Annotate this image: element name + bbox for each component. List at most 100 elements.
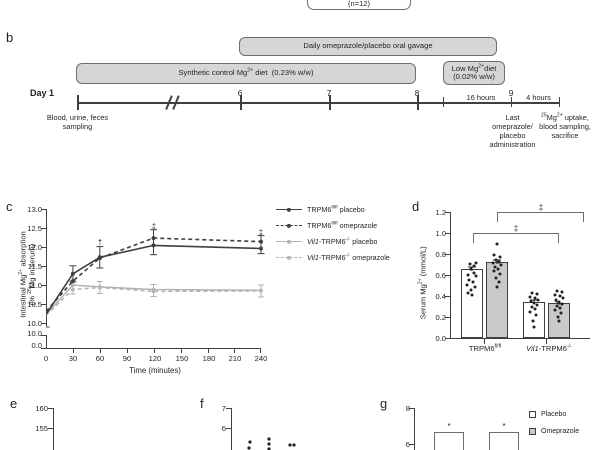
panel-d-xtick-label-0: TRPM6fl/fl xyxy=(468,343,502,353)
panel-c-markers xyxy=(70,236,263,294)
panel-c-ytick-11.0: 11.0 xyxy=(27,281,42,290)
panel-d-sig-symbol-1: ‡ xyxy=(513,224,519,233)
panel-a-remnant-box: (n=12) xyxy=(307,0,411,10)
panel-c-xtick-0: 0 xyxy=(43,354,49,363)
panel-e-ytickmark-155 xyxy=(48,428,54,430)
legend-swatch-placebo-icon xyxy=(529,411,536,418)
panel-c-xtickmark-210 xyxy=(234,348,236,353)
panel-c-legend-label-1: TRPM6fl/fl omeprazole xyxy=(307,221,378,230)
panel-e-ytickmark-160 xyxy=(48,408,54,410)
panel-c-xtick-210: 210 xyxy=(228,354,242,363)
panel-c-ytickmark-break xyxy=(41,335,47,337)
timeline-tick-diet-switch xyxy=(443,97,445,107)
panel-c-ytickmark-10 xyxy=(41,323,47,325)
panel-c-series-trpm6-placebo xyxy=(46,244,262,315)
panel-g-sig-bracket-2 xyxy=(489,432,519,450)
panel-g-ytickmark-6 xyxy=(409,444,415,446)
panel-letter-e: e xyxy=(10,396,18,411)
panel-c-ytickmark-10.5 xyxy=(41,304,47,306)
timeline-note-last-dose: Last omeprazole/ placebo administration xyxy=(489,113,536,149)
panel-d-points xyxy=(465,242,565,329)
timeline-tick-day9 xyxy=(511,97,513,107)
panel-c-xtickmark-120 xyxy=(154,348,156,353)
panel-d-sig-bracket-1 xyxy=(473,233,559,243)
panel-g-ytickmark-8 xyxy=(409,408,415,410)
panel-g-ytick-8: 8 xyxy=(405,404,410,413)
panel-c-xtick-30: 30 xyxy=(68,354,78,363)
panel-c-ytickmark-11 xyxy=(41,285,47,287)
panel-c-series-trpm6-omeprazole xyxy=(46,237,262,312)
panel-f-ytickmark-7 xyxy=(226,408,232,410)
timeline-tick-end xyxy=(559,97,561,107)
panel-c-ytickmark-12 xyxy=(41,247,47,249)
panel-f-scatter xyxy=(247,437,296,450)
panel-c-legend-item-3: Vil1-TRPM6-/- omeprazole xyxy=(276,253,390,262)
panel-letter-g: g xyxy=(380,396,388,411)
panel-c-xtick-90: 90 xyxy=(122,354,132,363)
timeline-day-6: 6 xyxy=(237,89,243,98)
panel-c-ytick-10.5: 10.5 xyxy=(27,300,42,309)
panel-g-sig-symbol-1: * xyxy=(447,422,451,431)
panel-c-legend-label-2: Vil1-TRPM6-/- placebo xyxy=(307,237,378,246)
panel-c-x-axis xyxy=(46,348,261,350)
panel-d-ytickmark-0.8 xyxy=(445,254,451,256)
panel-letter-d: d xyxy=(412,199,420,214)
panel-g-ytick-6: 6 xyxy=(405,440,410,449)
panel-a-remnant-text: (n=12) xyxy=(348,0,370,8)
legend-line-solid-dark-icon xyxy=(276,207,302,213)
panel-d-ytick-1.2: 1.2 xyxy=(435,208,446,217)
panel-c-ytickmark-11.5 xyxy=(41,266,47,268)
panel-c-sig-120: ‡ xyxy=(151,222,157,231)
panel-c-errorbars-dark xyxy=(46,229,265,328)
panel-d-errorbars xyxy=(468,259,564,306)
panel-c-legend-item-1: TRPM6fl/fl omeprazole xyxy=(276,221,377,230)
panel-c-xtickmark-150 xyxy=(181,348,183,353)
panel-c-legend-label-3: Vil1-TRPM6-/- omeprazole xyxy=(307,253,390,262)
panel-d-ytickmark-0.4 xyxy=(445,296,451,298)
panel-c-ytick-12.5: 12.5 xyxy=(27,224,42,233)
panel-c-legend-item-2: Vil1-TRPM6-/- placebo xyxy=(276,237,377,246)
panel-c-ytick-13.0: 13.0 xyxy=(27,205,42,214)
panel-d-xtickmark-1 xyxy=(546,339,548,344)
panel-c-y-axis xyxy=(46,209,48,326)
panel-letter-b: b xyxy=(6,30,14,45)
panel-d-ytick-0.8: 0.8 xyxy=(435,250,446,259)
panel-letter-f: f xyxy=(200,396,204,411)
panel-d-ytickmark-1.2 xyxy=(445,212,451,214)
panel-d-ytick-0.6: 0.6 xyxy=(435,271,446,280)
panel-letter-c: c xyxy=(6,199,13,214)
panel-d-ytickmark-1.0 xyxy=(445,233,451,235)
timeline-note-sampling: Blood, urine, feces sampling xyxy=(46,113,109,131)
panel-d-x-axis xyxy=(450,338,590,340)
timeline-box-gavage: Daily omeprazole/placebo oral gavage xyxy=(239,37,497,56)
panel-g-sig-bracket-1 xyxy=(434,432,464,450)
panel-c-ytick-11.5: 11.5 xyxy=(27,262,42,271)
panel-c-xtick-180: 180 xyxy=(202,354,216,363)
legend-line-dashed-dark-icon xyxy=(276,223,302,229)
timeline-box-control-diet-label: Synthetic control Mg2+ diet (0.23% w/w) xyxy=(178,67,314,78)
timeline-tick-day6 xyxy=(240,95,242,110)
panel-g-y-axis xyxy=(414,408,416,450)
panel-c-ytick-break-10.0: 10.0 xyxy=(27,329,42,338)
timeline-day-9: 9 xyxy=(508,89,514,98)
panel-c-y-axis-title: Intestinal Mg2+ absorption (% 25Mg in ser… xyxy=(17,231,37,318)
panel-c-sig-60: † xyxy=(97,238,103,247)
panel-c-ytick-12.0: 12.0 xyxy=(27,243,42,252)
panel-d-ytick-0.2: 0.2 xyxy=(435,313,446,322)
panel-c-ytick-10.0: 10.0 xyxy=(27,319,42,328)
panel-c-y-axis-lower xyxy=(46,335,48,349)
panel-c-xtick-150: 150 xyxy=(175,354,189,363)
timeline-day-8: 8 xyxy=(414,89,420,98)
panel-d-xtick-label-1: Vil1-TRPM6-/- xyxy=(526,343,572,353)
panel-c-ytickmark-0 xyxy=(41,348,47,350)
panel-f-ytick-6: 6 xyxy=(221,424,226,433)
panel-c-xtick-60: 60 xyxy=(95,354,105,363)
timeline-note-uptake: 25Mg2+ uptake, blood sampling, sacrifice xyxy=(539,112,591,140)
panel-c-ytickmark-13 xyxy=(41,209,47,211)
panel-c-legend-label-0: TRPM6fl/fl placebo xyxy=(307,205,365,214)
panel-g-legend-item-placebo: Placebo xyxy=(529,411,566,418)
legend-line-solid-light-icon xyxy=(276,239,302,245)
panel-g-legend-label-placebo: Placebo xyxy=(541,411,567,418)
timeline-day-word: Day xyxy=(30,88,47,98)
timeline-box-low-mg-diet-line1: Low Mg2+diet xyxy=(451,63,497,73)
